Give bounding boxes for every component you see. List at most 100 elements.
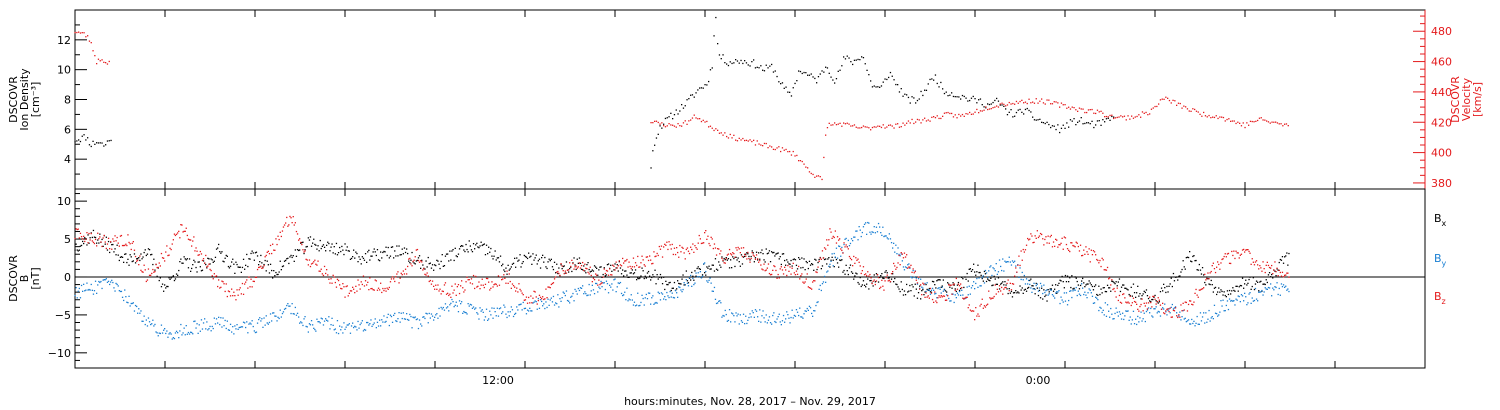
- data-point: [956, 284, 959, 286]
- data-point: [349, 332, 352, 334]
- data-point: [663, 246, 665, 248]
- data-point: [700, 242, 703, 245]
- data-point: [974, 98, 976, 100]
- data-point: [892, 271, 894, 273]
- data-point: [587, 271, 589, 273]
- axis-label-line: [nT]: [29, 267, 42, 289]
- data-point: [1103, 314, 1105, 316]
- data-point: [787, 261, 789, 263]
- data-point: [650, 122, 652, 124]
- data-point: [859, 127, 861, 129]
- data-point: [875, 226, 878, 228]
- data-point: [1124, 315, 1126, 317]
- data-point: [337, 252, 340, 254]
- data-point: [917, 278, 920, 280]
- data-point: [877, 281, 880, 283]
- data-point: [1055, 128, 1057, 131]
- data-point: [1163, 98, 1165, 100]
- data-point: [943, 112, 946, 114]
- data-point: [942, 290, 944, 292]
- data-point: [103, 61, 105, 63]
- data-point: [773, 251, 775, 254]
- data-point: [1153, 308, 1155, 310]
- data-point: [210, 330, 212, 332]
- data-point: [308, 323, 311, 325]
- data-point: [136, 258, 138, 260]
- data-point: [1028, 98, 1030, 100]
- data-point: [557, 272, 559, 275]
- data-point: [896, 283, 898, 286]
- data-point: [1147, 297, 1150, 300]
- data-point: [745, 139, 748, 141]
- data-point: [442, 290, 444, 293]
- data-point: [1105, 315, 1108, 317]
- data-point: [747, 64, 749, 66]
- data-point: [652, 150, 654, 152]
- data-point: [488, 246, 490, 248]
- data-point: [485, 244, 488, 246]
- data-point: [150, 323, 152, 326]
- data-point: [633, 266, 636, 268]
- data-point: [368, 249, 370, 251]
- data-point: [516, 306, 518, 308]
- data-point: [982, 275, 984, 277]
- data-point: [994, 99, 996, 102]
- data-point: [289, 305, 291, 307]
- data-point: [1116, 285, 1118, 287]
- data-point: [955, 297, 957, 299]
- data-point: [934, 284, 936, 286]
- data-point: [664, 126, 667, 128]
- data-point: [572, 262, 574, 265]
- data-point: [711, 127, 713, 129]
- data-point: [174, 278, 177, 280]
- data-point: [1090, 249, 1092, 251]
- data-point: [1177, 279, 1179, 281]
- data-point: [845, 264, 847, 266]
- data-point: [866, 69, 868, 71]
- data-point: [172, 337, 174, 339]
- data-point: [94, 280, 97, 282]
- data-point: [487, 253, 489, 255]
- data-point: [326, 244, 328, 246]
- data-point: [422, 316, 424, 318]
- data-point: [402, 270, 404, 272]
- data-point: [950, 300, 952, 302]
- data-point: [130, 248, 132, 251]
- data-point: [287, 303, 289, 305]
- data-point: [1125, 310, 1127, 312]
- data-point: [1138, 114, 1140, 116]
- data-point: [1004, 260, 1006, 262]
- data-point: [605, 269, 608, 272]
- data-point: [339, 246, 341, 249]
- data-point: [668, 116, 670, 118]
- by-series: [74, 221, 1290, 340]
- data-point: [1154, 105, 1156, 108]
- data-point: [143, 264, 145, 266]
- data-point: [1153, 296, 1155, 298]
- data-point: [1065, 281, 1068, 283]
- data-point: [241, 282, 244, 285]
- data-point: [589, 271, 591, 273]
- data-point: [733, 134, 735, 136]
- data-point: [761, 249, 763, 251]
- data-point: [915, 121, 917, 123]
- data-point: [367, 321, 369, 324]
- data-point: [909, 284, 911, 287]
- data-point: [954, 288, 956, 290]
- data-point: [1049, 289, 1051, 291]
- data-point: [767, 67, 769, 69]
- data-point: [933, 79, 935, 81]
- data-point: [679, 283, 681, 285]
- data-point: [762, 269, 764, 271]
- data-point: [175, 273, 178, 275]
- data-point: [616, 286, 618, 288]
- data-point: [1222, 299, 1224, 301]
- data-point: [1177, 316, 1179, 319]
- data-point: [987, 303, 989, 305]
- data-point: [1120, 302, 1123, 304]
- data-point: [1139, 293, 1141, 295]
- data-point: [264, 259, 266, 262]
- data-point: [942, 279, 944, 281]
- data-point: [1113, 281, 1115, 284]
- data-point: [198, 261, 200, 263]
